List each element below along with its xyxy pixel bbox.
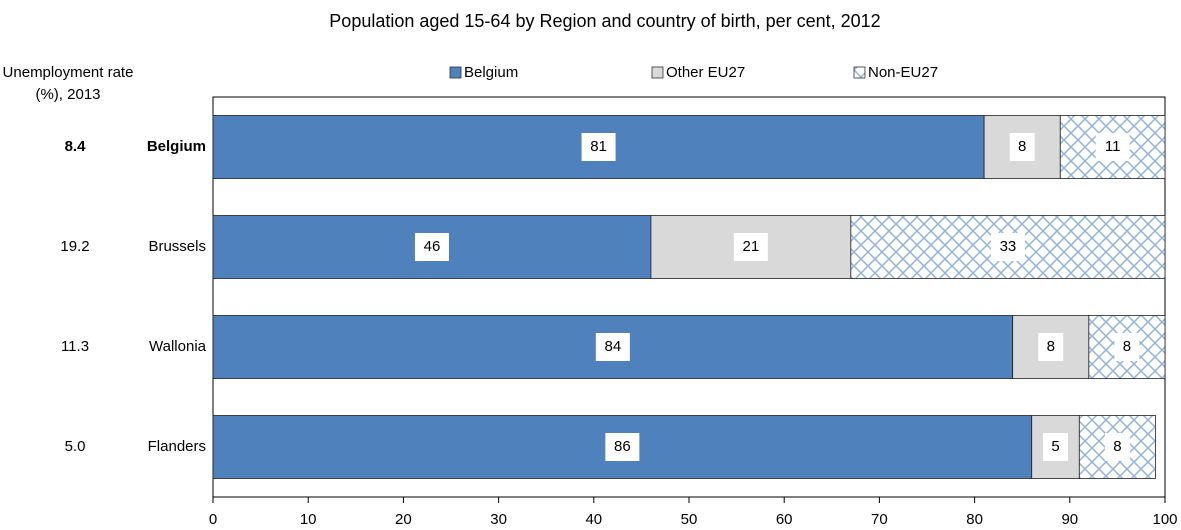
data-label: 5 bbox=[1051, 438, 1059, 455]
chart-title: Population aged 15-64 by Region and coun… bbox=[329, 11, 880, 31]
side-value: 5.0 bbox=[65, 438, 86, 455]
data-label: 33 bbox=[1000, 238, 1017, 255]
legend-label: Other EU27 bbox=[666, 64, 745, 81]
side-value: 8.4 bbox=[65, 138, 87, 155]
data-label: 84 bbox=[604, 338, 621, 355]
data-label: 8 bbox=[1018, 138, 1026, 155]
data-label: 46 bbox=[424, 238, 441, 255]
x-tick-label: 100 bbox=[1152, 511, 1177, 528]
legend-label: Belgium bbox=[464, 64, 518, 81]
bar-segment bbox=[212, 315, 1014, 379]
data-label-box bbox=[605, 433, 640, 461]
data-label: 11 bbox=[1105, 138, 1121, 155]
data-label: 8 bbox=[1047, 338, 1055, 355]
data-label-box bbox=[1104, 433, 1130, 461]
y-tick-label: Wallonia bbox=[149, 338, 207, 355]
data-label-box bbox=[990, 233, 1025, 261]
x-tick-label: 40 bbox=[585, 511, 602, 528]
data-label-box bbox=[1043, 433, 1069, 461]
x-tick-label: 10 bbox=[300, 511, 317, 528]
legend-label: Non-EU27 bbox=[868, 64, 938, 81]
x-tick-label: 20 bbox=[395, 511, 412, 528]
x-tick-label: 80 bbox=[966, 511, 983, 528]
data-label: 81 bbox=[590, 138, 607, 155]
y-tick-label: Brussels bbox=[148, 238, 206, 255]
data-label: 21 bbox=[743, 238, 760, 255]
x-tick-label: 60 bbox=[776, 511, 793, 528]
data-label-box bbox=[1114, 333, 1140, 361]
side-column-label: Unemployment rate (%), 2013 bbox=[3, 64, 134, 103]
data-label: 8 bbox=[1113, 438, 1121, 455]
side-value: 11.3 bbox=[61, 338, 89, 355]
y-tick-label: Belgium bbox=[147, 138, 206, 155]
data-label-box bbox=[1009, 133, 1035, 161]
x-tick-label: 70 bbox=[871, 511, 888, 528]
data-label-box bbox=[1095, 133, 1130, 161]
data-label-box bbox=[414, 233, 449, 261]
y-tick-label: Flanders bbox=[148, 438, 206, 455]
x-tick-label: 0 bbox=[209, 511, 217, 528]
data-label-box bbox=[581, 133, 616, 161]
legend-swatch bbox=[853, 66, 866, 79]
data-label: 86 bbox=[614, 438, 631, 455]
legend-swatch bbox=[651, 66, 664, 79]
data-label-box bbox=[595, 333, 630, 361]
x-tick-label: 30 bbox=[490, 511, 507, 528]
x-tick-label: 90 bbox=[1061, 511, 1078, 528]
side-value: 19.2 bbox=[60, 238, 89, 255]
x-tick-label: 50 bbox=[681, 511, 698, 528]
legend-swatch bbox=[449, 66, 462, 79]
data-label: 8 bbox=[1123, 338, 1131, 355]
data-label-box bbox=[733, 233, 768, 261]
data-label-box bbox=[1038, 333, 1064, 361]
